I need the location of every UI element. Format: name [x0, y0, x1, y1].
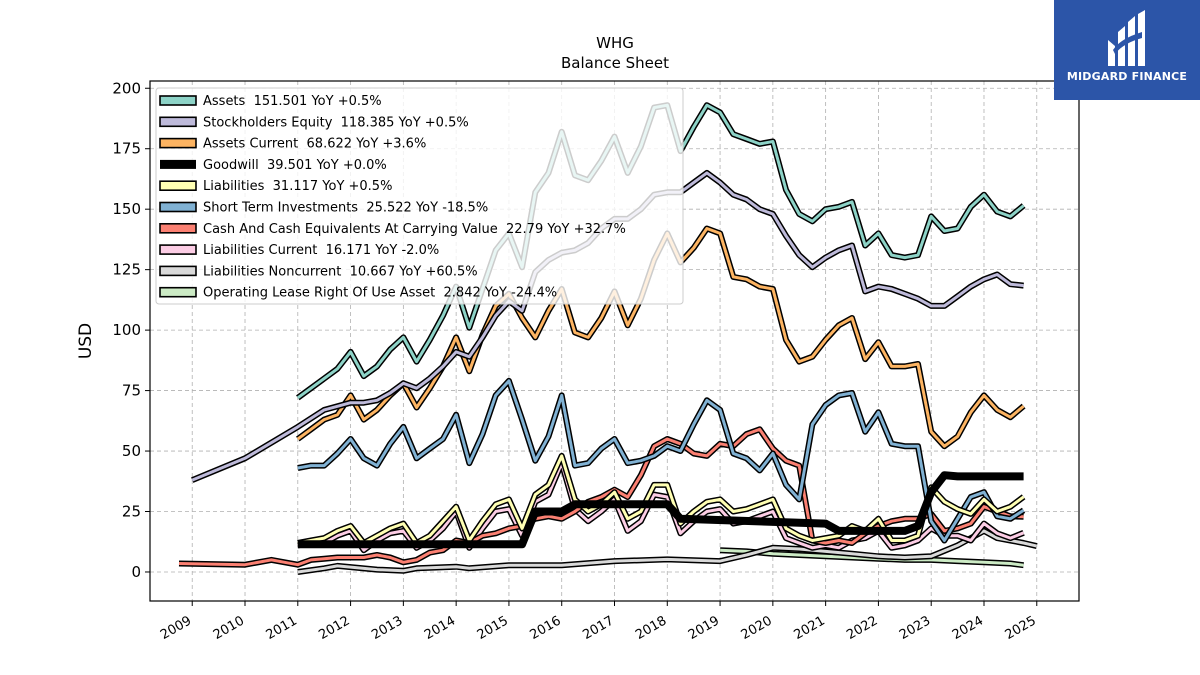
x-tick-label: 2014: [422, 613, 458, 643]
series-line-cash-and-cash-equivalents-at-carrying-value: [178, 427, 1024, 567]
y-tick-label: 75: [122, 382, 141, 400]
y-tick-label: 0: [131, 563, 141, 581]
x-tick-label: 2021: [791, 613, 827, 643]
y-axis-label: USD: [76, 323, 96, 359]
x-tick-label: 2019: [686, 613, 722, 643]
midgard-logo-icon: [1108, 10, 1145, 66]
legend-label-operating-lease-right-of-use-asset: Operating Lease Right Of Use Asset 2.842…: [203, 286, 557, 301]
legend-swatch-stockholders-equity: [159, 116, 197, 128]
x-tick-label: 2025: [1003, 613, 1039, 643]
x-tick-label: 2013: [369, 613, 405, 643]
legend-swatch-goodwill: [160, 159, 196, 169]
legend-label-assets-current: Assets Current 68.622 YoY +3.6%: [203, 137, 426, 152]
logo-text: MIDGARD FINANCE: [1066, 70, 1188, 83]
chart-title: WHG: [596, 34, 634, 52]
legend-swatch-liabilities: [159, 180, 197, 191]
legend-swatch-assets-current: [159, 137, 197, 149]
x-tick-label: 2018: [633, 613, 669, 643]
legend-box: [155, 87, 684, 305]
y-tick-label: 150: [112, 200, 141, 218]
x-tick-label: 2016: [528, 613, 564, 643]
y-tick-label: 125: [112, 261, 141, 279]
chart-subtitle: Balance Sheet: [561, 54, 669, 72]
legend-label-cash-and-cash-equivalents-at-carrying-value: Cash And Cash Equivalents At Carrying Va…: [203, 222, 626, 237]
series-line-short-term-investments: [297, 379, 1025, 542]
legend-swatch-operating-lease-right-of-use-asset: [159, 286, 197, 298]
y-tick-label: 100: [112, 321, 141, 339]
plot-frame: [149, 80, 1080, 602]
x-tick-label: 2012: [316, 613, 352, 643]
x-tick-label: 2011: [264, 613, 300, 643]
legend-swatch-liabilities-current: [159, 244, 197, 255]
x-tick-label: 2022: [844, 613, 880, 643]
chart-legend: Assets 151.501 YoY +0.5% Stockholders Equ…: [155, 87, 684, 305]
x-tick-label: 2010: [211, 613, 247, 643]
x-tick-label: 2017: [580, 613, 616, 643]
y-tick-label: 50: [122, 442, 141, 460]
x-tick-label: 2024: [950, 613, 986, 643]
legend-label-liabilities-noncurrent: Liabilities Noncurrent 10.667 YoY +60.5%: [203, 264, 478, 279]
legend-label-assets: Assets 151.501 YoY +0.5%: [203, 94, 382, 109]
y-tick-label: 175: [112, 140, 141, 158]
x-tick-label: 2020: [739, 613, 775, 643]
y-tick-label: 200: [112, 79, 141, 97]
legend-label-stockholders-equity: Stockholders Equity 118.385 YoY +0.5%: [203, 115, 469, 130]
series-line-goodwill: [297, 471, 1024, 549]
legend-swatch-cash-and-cash-equivalents-at-carrying-value: [159, 223, 197, 234]
legend-label-short-term-investments: Short Term Investments 25.522 YoY -18.5%: [203, 201, 488, 216]
legend-swatch-short-term-investments: [159, 201, 197, 213]
x-tick-label: 2015: [475, 613, 511, 643]
legend-label-goodwill: Goodwill 39.501 YoY +0.0%: [203, 158, 387, 173]
legend-label-liabilities-current: Liabilities Current 16.171 YoY -2.0%: [203, 243, 439, 258]
legend-label-liabilities: Liabilities 31.117 YoY +0.5%: [203, 179, 392, 194]
legend-swatch-liabilities-noncurrent: [159, 265, 197, 277]
legend-swatch-assets: [159, 95, 197, 106]
y-tick-label: 25: [122, 503, 141, 521]
midgard-finance-logo: MIDGARD FINANCE: [1054, 0, 1200, 100]
x-tick-label: 2023: [897, 613, 933, 643]
x-tick-label: 2009: [158, 613, 194, 643]
